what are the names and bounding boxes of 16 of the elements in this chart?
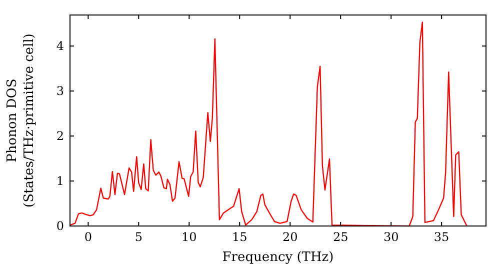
x-tick-label: 25 [332,230,348,244]
x-axis-title: Frequency (THz) [222,250,334,265]
y-tick-label: 3 [56,84,64,98]
x-tick-label: 0 [84,230,92,244]
y-tick-label: 2 [56,129,64,144]
y-tick-label: 4 [56,39,64,54]
x-tick-label: 10 [182,230,197,244]
x-tick-label: 30 [383,230,399,244]
y-axis-title: Phonon DOS (States/THz·primitive cell) [5,33,37,208]
x-tick-label: 35 [434,230,450,244]
x-tick-label: 15 [232,230,248,244]
y-tick-label: 1 [56,174,64,188]
y-tick-label: 0 [56,219,64,233]
x-tick-label: 5 [134,230,142,244]
x-tick-label: 20 [282,230,298,244]
line-series [69,22,468,227]
